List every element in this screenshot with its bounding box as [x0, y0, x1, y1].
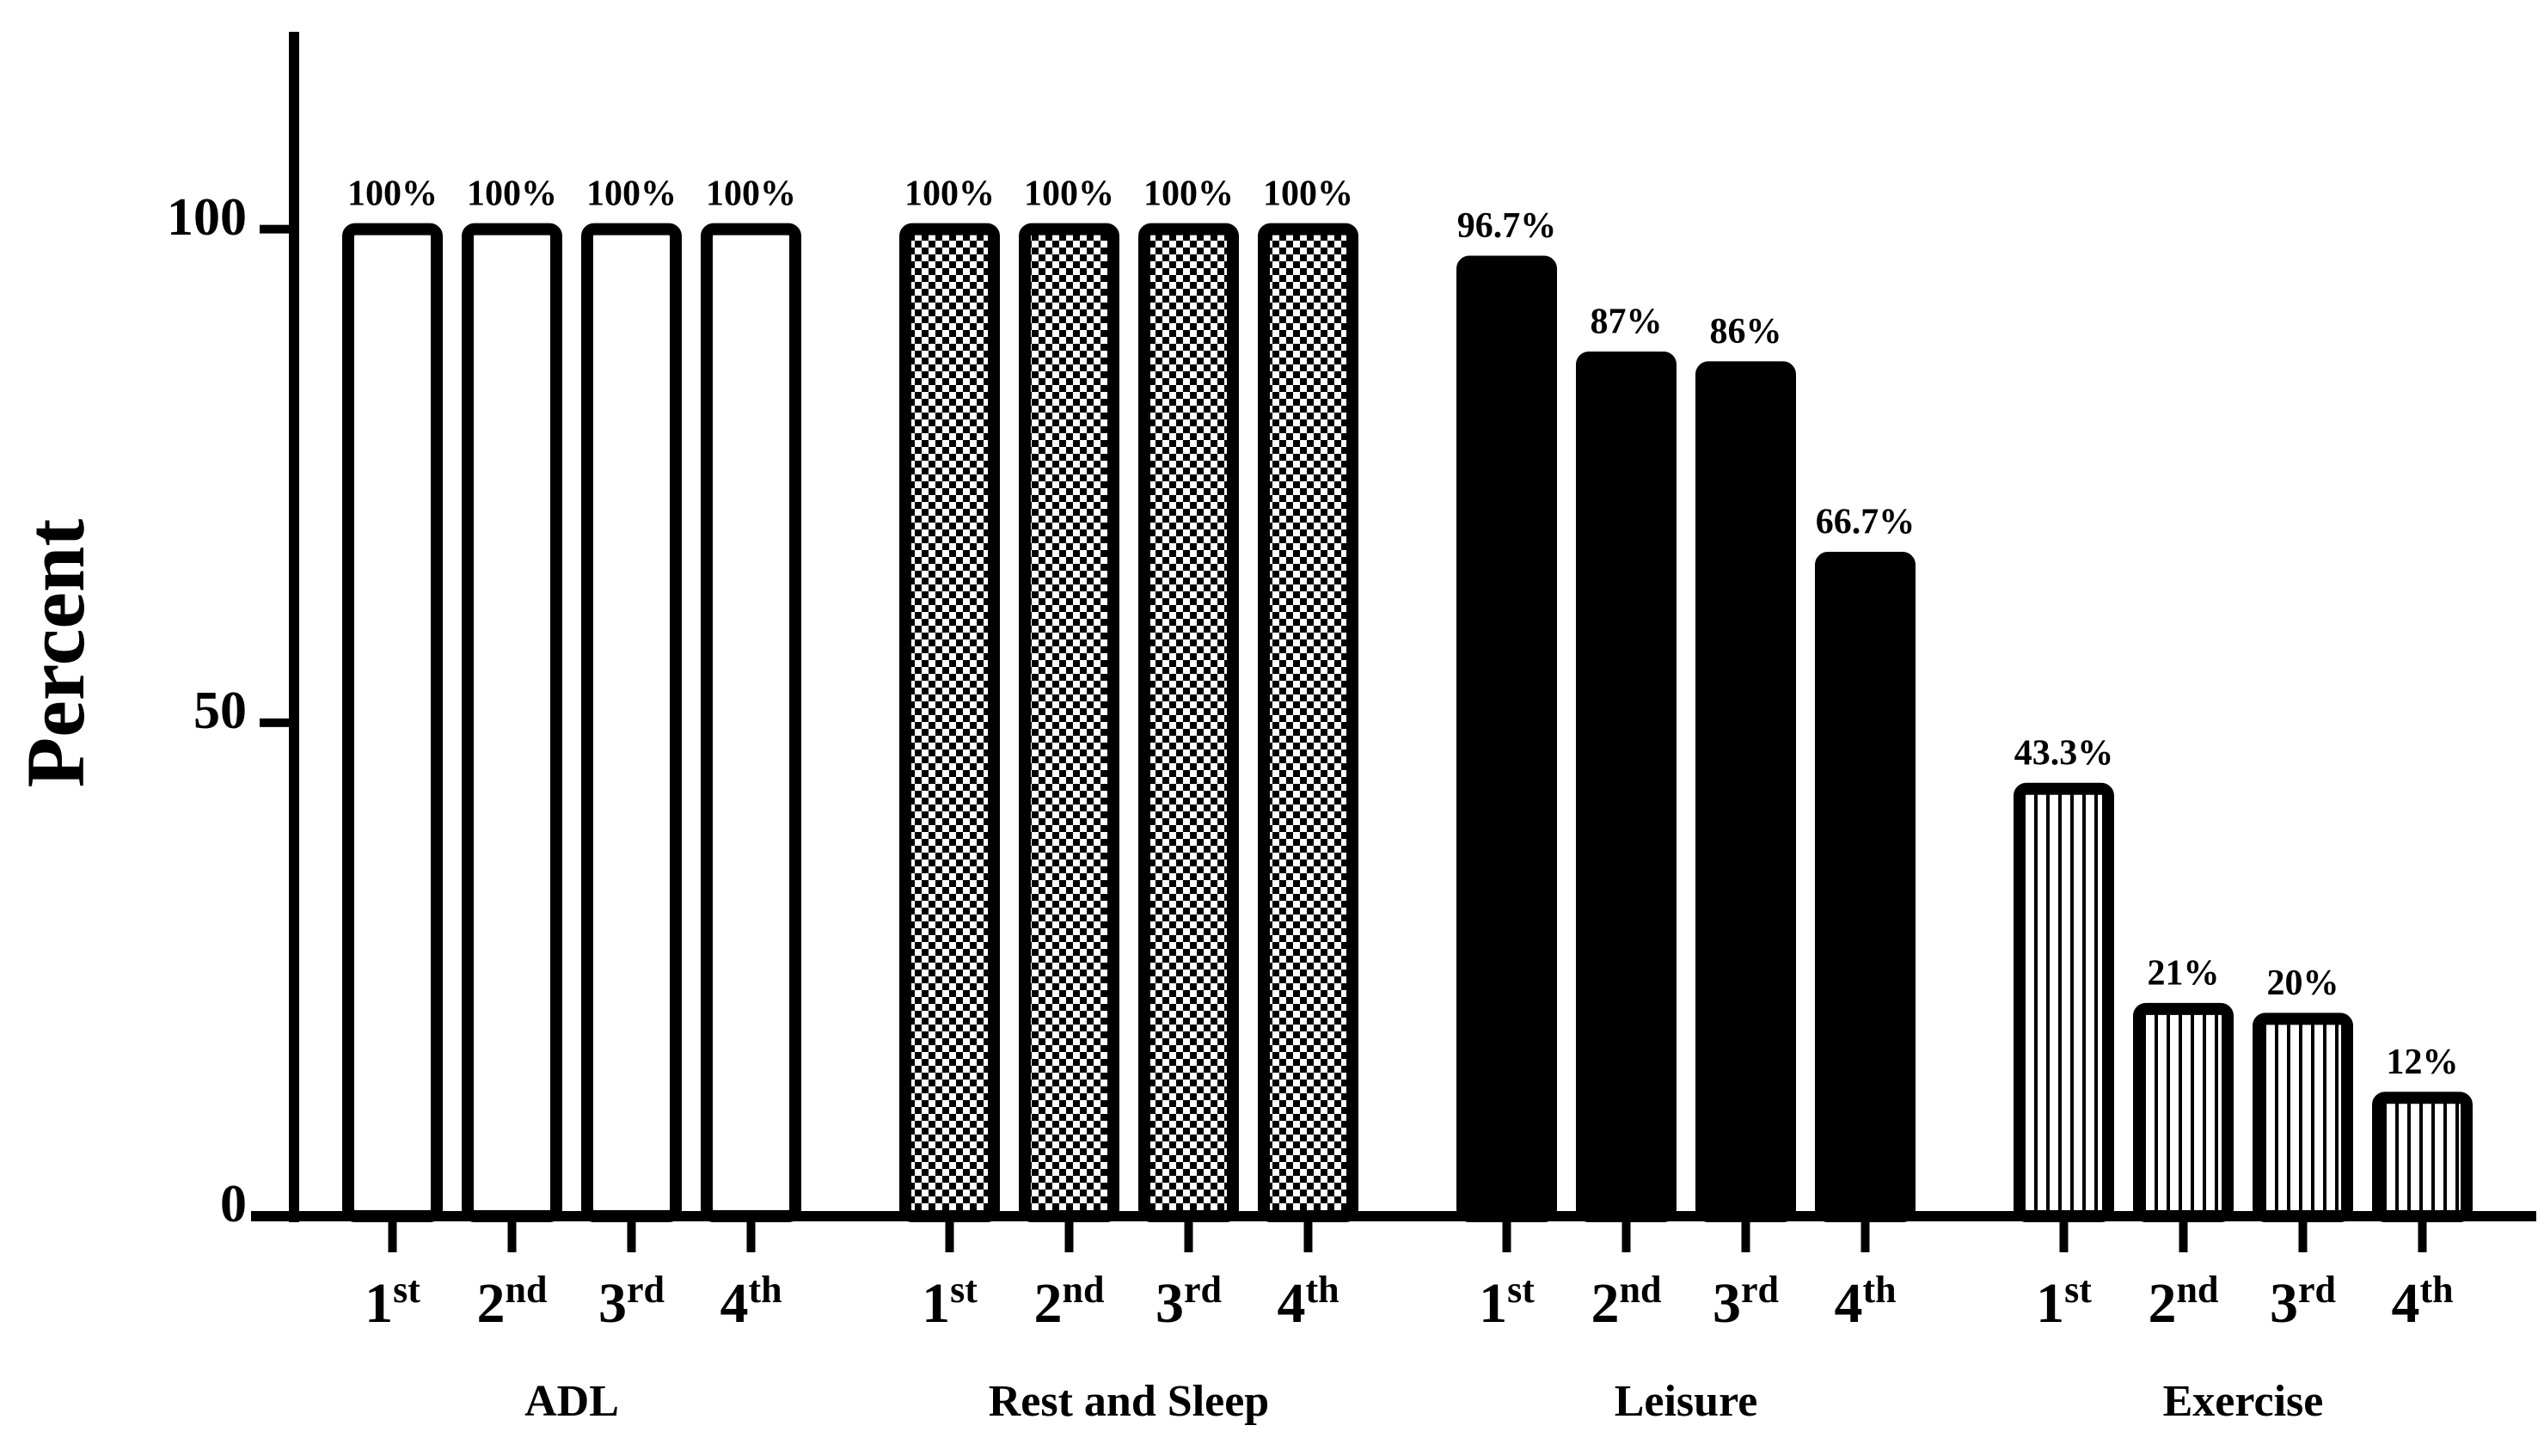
- value-label: 100%: [1024, 174, 1114, 213]
- bar: [1695, 361, 1796, 1222]
- value-label: 96.7%: [1457, 206, 1557, 246]
- x-tick-label: 4th: [720, 1269, 782, 1335]
- x-tick-label: 1st: [1479, 1269, 1535, 1335]
- value-label: 100%: [347, 174, 438, 213]
- x-tick-label: 4th: [1277, 1269, 1339, 1335]
- value-label: 100%: [1263, 174, 1353, 213]
- value-label: 100%: [1143, 174, 1234, 213]
- value-label: 100%: [586, 174, 677, 213]
- bar: [1138, 223, 1239, 1223]
- bar: [2133, 1002, 2234, 1222]
- bar: [2372, 1092, 2473, 1222]
- x-tick-label: 3rd: [2270, 1269, 2336, 1335]
- bar: [1258, 223, 1358, 1223]
- value-label: 100%: [467, 174, 557, 213]
- group-label: Exercise: [2163, 1377, 2324, 1426]
- x-tick-label: 3rd: [1713, 1269, 1779, 1335]
- value-label: 87%: [1591, 303, 1663, 342]
- value-label: 21%: [2148, 953, 2220, 993]
- value-label: 66.7%: [1816, 503, 1916, 542]
- x-tick-label: 1st: [2036, 1269, 2092, 1335]
- y-axis-label: Percent: [9, 519, 101, 788]
- x-tick-label: 4th: [2391, 1269, 2453, 1335]
- value-label: 100%: [706, 174, 796, 213]
- x-tick-label: 2nd: [1034, 1269, 1105, 1335]
- bar: [1456, 255, 1557, 1223]
- x-tick-label: 3rd: [1156, 1269, 1222, 1335]
- y-tick-label: 100: [167, 188, 247, 247]
- value-label: 43.3%: [2014, 733, 2114, 773]
- x-tick-label: 2nd: [477, 1269, 548, 1335]
- value-label: 100%: [904, 174, 995, 213]
- x-tick-label: 1st: [365, 1269, 420, 1335]
- value-label: 20%: [2267, 964, 2339, 1003]
- bar: [342, 223, 443, 1223]
- bar: [2014, 782, 2114, 1222]
- bar: [462, 223, 562, 1223]
- bar: [701, 223, 801, 1223]
- group-label: Rest and Sleep: [989, 1377, 1269, 1426]
- group-label: Leisure: [1615, 1377, 1758, 1426]
- bar: [2253, 1012, 2353, 1223]
- x-tick-label: 1st: [922, 1269, 978, 1335]
- bar: [581, 223, 682, 1223]
- y-tick-label: 50: [193, 682, 247, 740]
- group-label: ADL: [524, 1377, 619, 1426]
- value-label: 12%: [2387, 1043, 2459, 1082]
- value-label: 86%: [1710, 312, 1782, 352]
- x-tick-label: 2nd: [1591, 1269, 1662, 1335]
- bar: [1815, 552, 1916, 1222]
- bar: [1019, 223, 1119, 1223]
- x-tick-label: 4th: [1834, 1269, 1896, 1335]
- bar: [1576, 351, 1677, 1222]
- x-tick-label: 3rd: [598, 1269, 665, 1335]
- x-tick-label: 2nd: [2149, 1269, 2219, 1335]
- y-tick-label: 0: [220, 1175, 247, 1233]
- bar: [899, 223, 1000, 1223]
